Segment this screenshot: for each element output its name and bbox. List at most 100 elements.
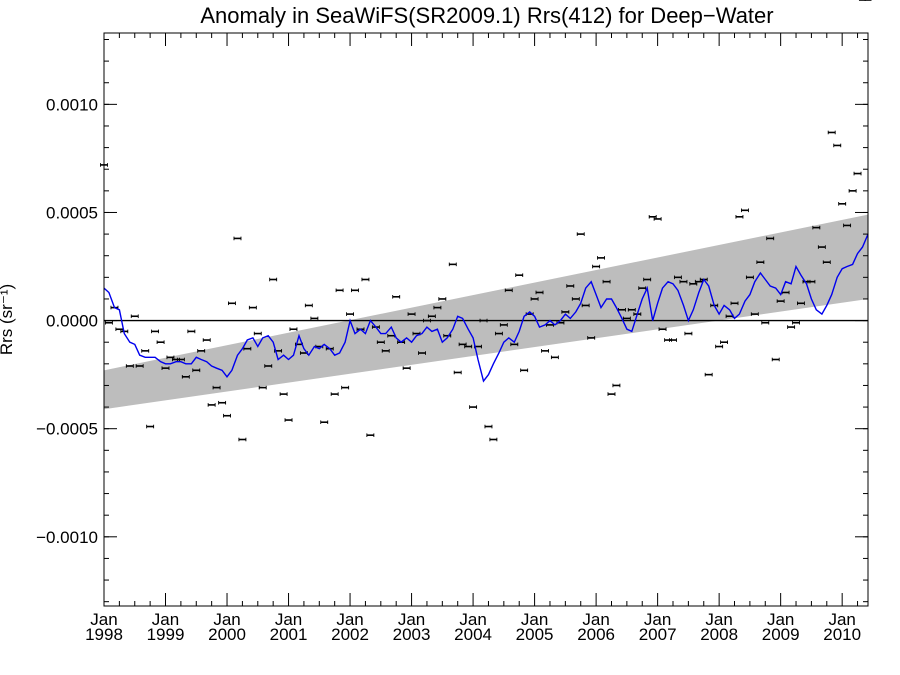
data-point xyxy=(520,368,529,373)
x-tick-month-label: Jan xyxy=(521,610,548,629)
data-point xyxy=(264,364,273,368)
data-point xyxy=(479,318,488,323)
x-tick-month-label: Jan xyxy=(152,610,179,629)
data-point xyxy=(418,351,426,355)
data-point xyxy=(504,288,513,293)
y-tick-label: −0.0010 xyxy=(36,528,98,547)
data-point xyxy=(550,355,559,360)
data-point xyxy=(212,385,221,390)
data-point xyxy=(227,301,236,306)
data-point xyxy=(253,331,262,336)
data-point xyxy=(494,331,503,336)
data-point xyxy=(771,357,780,362)
x-tick-month-label: Jan xyxy=(767,610,794,629)
data-point xyxy=(741,208,749,213)
data-point xyxy=(684,331,693,336)
data-point xyxy=(499,323,508,327)
data-point xyxy=(689,282,698,286)
data-point xyxy=(341,385,350,390)
y-tick-label: −0.0005 xyxy=(36,420,98,439)
data-point xyxy=(376,340,385,345)
data-point xyxy=(433,305,442,310)
data-point xyxy=(443,333,452,338)
data-point xyxy=(438,297,447,301)
data-point xyxy=(166,355,175,360)
data-point xyxy=(258,385,267,390)
data-point xyxy=(643,277,652,282)
data-point xyxy=(602,279,611,284)
data-point xyxy=(535,290,544,295)
y-tick-label: 0.0000 xyxy=(46,312,98,331)
data-point xyxy=(330,392,339,396)
data-point xyxy=(484,424,493,429)
data-point xyxy=(223,413,231,418)
data-point xyxy=(104,320,113,325)
x-tick-year-label: 2005 xyxy=(516,625,554,644)
data-point xyxy=(269,277,278,282)
data-point xyxy=(422,318,431,323)
x-tick-year-label: 2000 xyxy=(208,625,246,644)
data-point xyxy=(304,303,313,308)
data-point xyxy=(176,357,185,362)
data-point xyxy=(469,405,478,409)
data-point xyxy=(848,189,857,193)
data-point xyxy=(838,202,847,206)
data-point xyxy=(679,279,688,284)
y-tick-label: 0.0010 xyxy=(46,95,98,114)
data-point xyxy=(653,217,662,221)
data-point xyxy=(130,314,139,319)
data-point xyxy=(638,286,647,290)
data-point xyxy=(161,366,170,370)
data-point xyxy=(238,437,247,442)
x-tick-year-label: 2002 xyxy=(331,625,369,644)
x-tick-month-label: Jan xyxy=(644,610,671,629)
data-point xyxy=(187,329,196,334)
data-point xyxy=(197,349,206,353)
series-line xyxy=(103,233,869,383)
data-point xyxy=(576,232,585,236)
data-point xyxy=(627,307,636,312)
data-point xyxy=(530,297,539,301)
data-point xyxy=(135,364,144,368)
x-tick-month-label: Jan xyxy=(398,610,425,629)
data-point xyxy=(407,312,416,316)
data-point xyxy=(807,279,816,284)
data-point xyxy=(541,349,550,353)
data-point xyxy=(766,236,775,241)
data-point xyxy=(279,392,288,396)
data-point xyxy=(561,310,570,314)
data-point xyxy=(797,301,805,306)
data-point xyxy=(489,437,498,442)
x-tick-year-label: 2006 xyxy=(577,625,615,644)
data-point xyxy=(320,420,329,425)
data-point xyxy=(361,277,370,282)
data-point xyxy=(612,383,621,388)
data-point xyxy=(310,316,319,321)
data-point xyxy=(233,236,242,241)
x-tick-year-label: 2007 xyxy=(639,625,677,644)
x-tick-year-label: 2008 xyxy=(700,625,738,644)
data-point xyxy=(402,366,411,370)
data-point xyxy=(202,338,211,342)
data-point xyxy=(427,314,436,319)
x-tick-year-label: 2009 xyxy=(762,625,800,644)
x-tick-year-label: 2003 xyxy=(393,625,431,644)
data-point xyxy=(218,400,227,405)
data-point xyxy=(787,325,796,329)
data-point xyxy=(592,264,601,269)
data-point xyxy=(750,312,759,316)
y-axis-label: Rrs (sr⁻¹) xyxy=(0,284,16,355)
data-point xyxy=(146,424,155,429)
data-point xyxy=(843,223,852,228)
data-point xyxy=(669,338,677,342)
x-tick-year-label: 1999 xyxy=(147,625,185,644)
data-point xyxy=(458,342,467,347)
data-point xyxy=(207,403,216,407)
data-point xyxy=(351,288,359,293)
y-tick-label: 0.0005 xyxy=(46,203,98,222)
data-point xyxy=(566,284,575,288)
x-tick-month-label: Jan xyxy=(828,610,855,629)
data-point xyxy=(156,340,165,345)
data-point xyxy=(597,256,605,260)
